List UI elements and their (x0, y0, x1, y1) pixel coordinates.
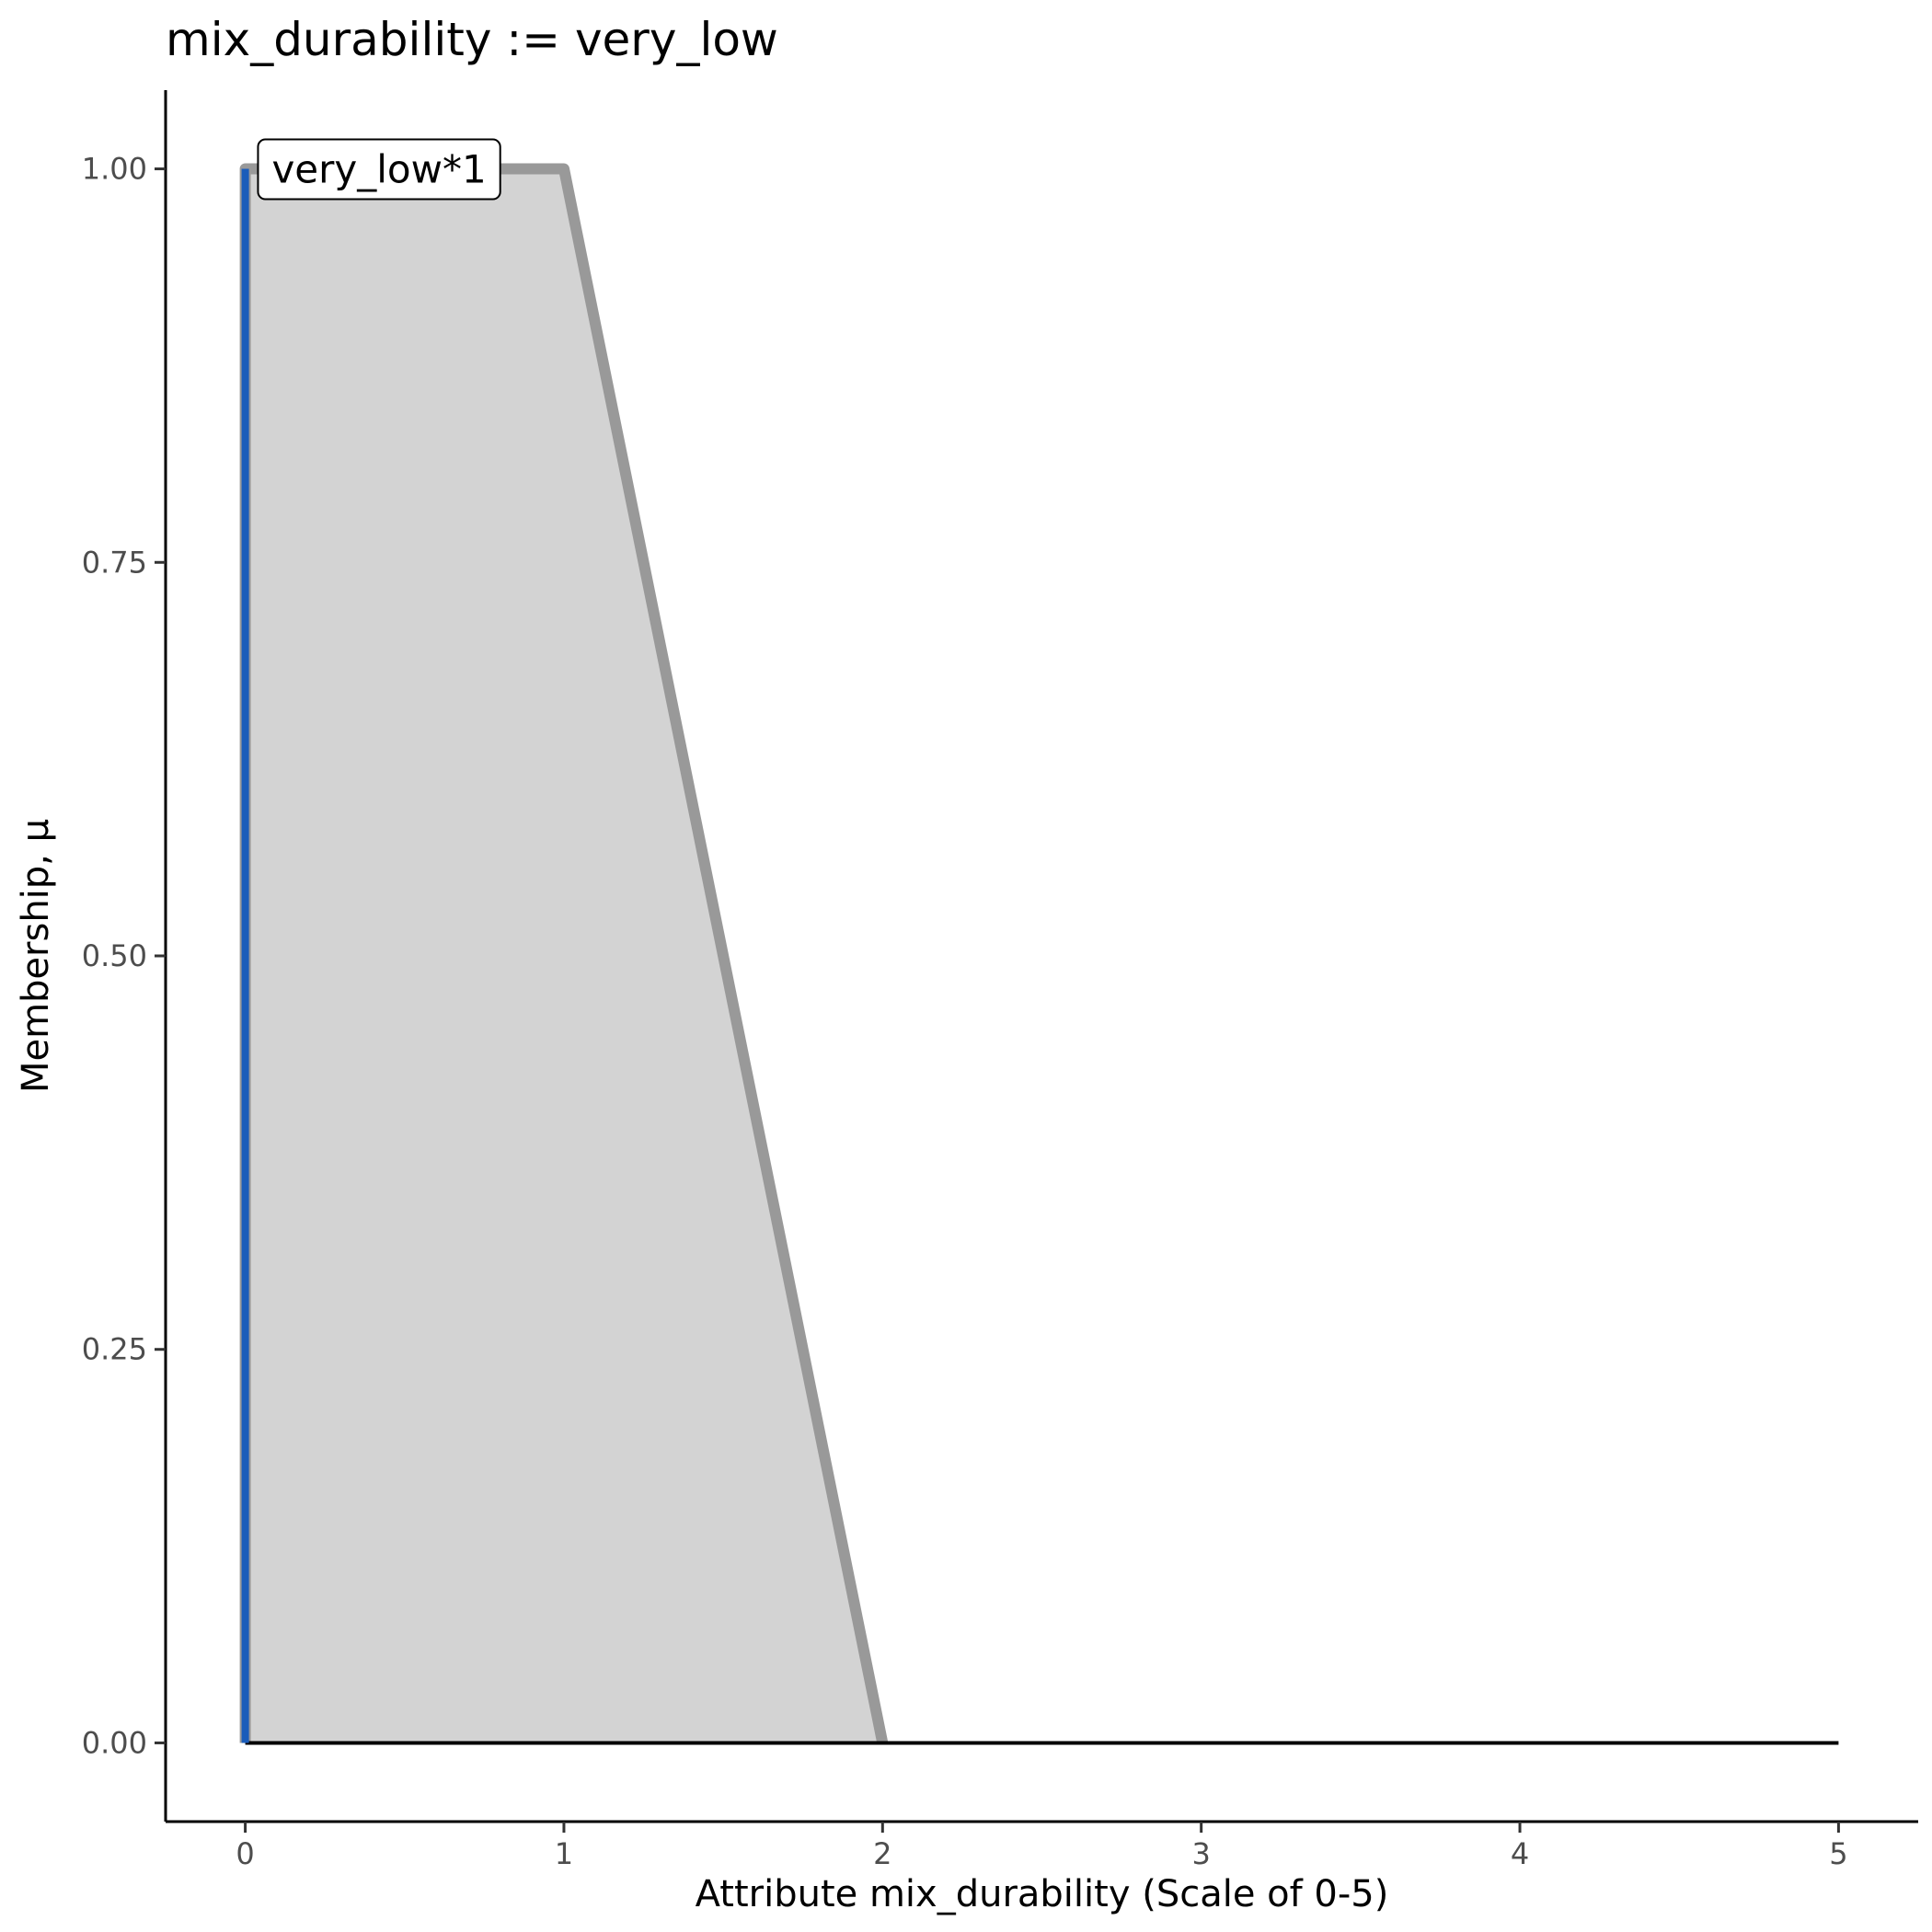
chart-title: mix_durability := very_low (166, 13, 778, 66)
x-tick-label: 5 (1829, 1836, 1847, 1871)
x-tick-label: 4 (1511, 1836, 1529, 1871)
annotation: very_low*1 (257, 138, 501, 201)
membership-fill (245, 168, 883, 1743)
y-tick-label: 1.00 (82, 152, 147, 187)
annotation-box (257, 138, 501, 201)
y-tick-label: 0.75 (82, 545, 147, 580)
x-tick-label: 3 (1192, 1836, 1211, 1871)
axes: 0 1 2 3 4 5 0.00 0.25 0.50 0.75 1.00 (82, 90, 1918, 1871)
x-axis-title: Attribute mix_durability (Scale of 0-5) (696, 1873, 1389, 1915)
x-tick-label: 0 (236, 1836, 254, 1871)
y-tick-label: 0.00 (82, 1725, 147, 1760)
y-tick-label: 0.50 (82, 938, 147, 973)
plot-area (239, 163, 1839, 1745)
x-tick-label: 2 (873, 1836, 891, 1871)
y-axis-title: Membership, μ (15, 819, 57, 1093)
y-tick-label: 0.25 (82, 1332, 147, 1367)
annotation-label: very_low*1 (271, 147, 486, 192)
x-tick-label: 1 (555, 1836, 573, 1871)
